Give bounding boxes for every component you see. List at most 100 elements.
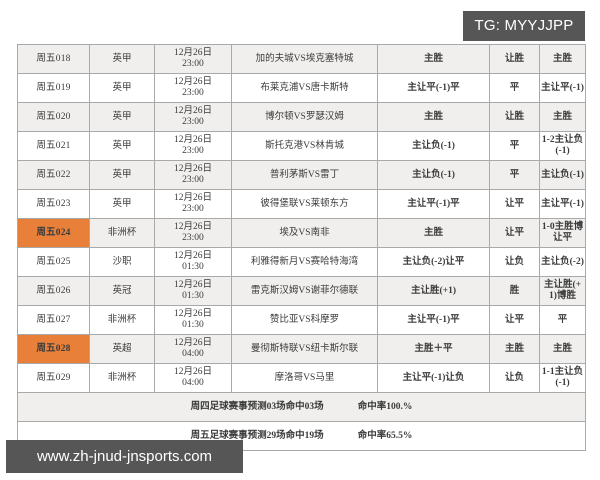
recommendation-result-cell: 1-2主让负(-1) (539, 131, 586, 161)
recommendation-result-cell: 主让负(-1) (539, 160, 586, 190)
kickoff-datetime-cell: 12月26日 23:00 (154, 189, 232, 219)
summary-cell: 周四足球赛事预测03场命中03场 命中率100.% (17, 392, 586, 422)
kickoff-time: 04:00 (182, 378, 204, 388)
kickoff-time: 23:00 (182, 175, 204, 185)
kickoff-time: 01:30 (182, 262, 204, 272)
table-row[interactable]: 周五020 英甲 12月26日 23:00 博尔顿VS罗瑟汉姆 主胜 让胜 主胜 (17, 102, 586, 132)
recommendation-primary-cell: 主让负(-1) (377, 131, 490, 161)
recommendation-result-cell: 主让平(-1) (539, 73, 586, 103)
recommendation-secondary-cell: 让平 (489, 305, 540, 335)
telegram-handle-badge: TG: MYYJJPP (463, 11, 585, 41)
recommendation-result-cell: 主让负(-2) (539, 247, 586, 277)
kickoff-time: 23:00 (182, 204, 204, 214)
match-id-cell: 周五029 (17, 363, 90, 393)
kickoff-date: 12月26日 (173, 222, 212, 232)
summary-text: 周五足球赛事预测29场命中19场 (190, 430, 324, 441)
fixture-cell: 斯托克港VS林肯城 (231, 131, 378, 161)
kickoff-datetime-cell: 12月26日 23:00 (154, 44, 232, 74)
table-row[interactable]: 周五025 沙职 12月26日 01:30 利雅得新月VS赛哈特海湾 主让负(-2)让平让… (17, 247, 586, 277)
summary-text: 周四足球赛事预测03场命中03场 (190, 401, 324, 412)
recommendation-primary-cell: 主让平(-1)让负 (377, 363, 490, 393)
recommendation-primary-cell: 主让负(-2)让平 (377, 247, 490, 277)
fixture-cell: 彼得堡联VS莱顿东方 (231, 189, 378, 219)
kickoff-date: 12月26日 (173, 135, 212, 145)
match-id-cell: 周五025 (17, 247, 90, 277)
kickoff-datetime-cell: 12月26日 23:00 (154, 102, 232, 132)
match-id-cell: 周五027 (17, 305, 90, 335)
recommendation-secondary-cell: 让胜 (489, 102, 540, 132)
league-cell: 英甲 (89, 189, 155, 219)
summary-row: 周四足球赛事预测03场命中03场 命中率100.% (17, 392, 586, 422)
table-row[interactable]: 周五023 英甲 12月26日 23:00 彼得堡联VS莱顿东方 主让平(-1)平 让平 主让… (17, 189, 586, 219)
fixture-cell: 加的夫城VS埃克塞特城 (231, 44, 378, 74)
kickoff-time: 23:00 (182, 59, 204, 69)
kickoff-datetime-cell: 12月26日 23:00 (154, 160, 232, 190)
league-cell: 英超 (89, 334, 155, 364)
fixture-cell: 埃及VS南非 (231, 218, 378, 248)
match-id-cell: 周五019 (17, 73, 90, 103)
league-cell: 英甲 (89, 131, 155, 161)
kickoff-time: 23:00 (182, 146, 204, 156)
table-row[interactable]: 周五022 英甲 12月26日 23:00 普利茅斯VS雷丁 主让负(-1) 平主让负(-1… (17, 160, 586, 190)
kickoff-datetime-cell: 12月26日 23:00 (154, 73, 232, 103)
table-row[interactable]: 周五027 非洲杯 12月26日 01:30 赞比亚VS科摩罗 主让平(-1)平 让平平 (17, 305, 586, 335)
prediction-table: 周五018 英甲 12月26日 23:00 加的夫城VS埃克塞特城 主胜 让胜 主胜 周五019… (17, 44, 586, 451)
table-row[interactable]: 周五024 非洲杯 12月26日 23:00 埃及VS南非 主胜 让平 1-0主胜博让平 (17, 218, 586, 248)
table-row[interactable]: 周五018 英甲 12月26日 23:00 加的夫城VS埃克塞特城 主胜 让胜 主胜 (17, 44, 586, 74)
kickoff-datetime-cell: 12月26日 04:00 (154, 363, 232, 393)
recommendation-primary-cell: 主胜 (377, 44, 490, 74)
kickoff-datetime-cell: 12月26日 01:30 (154, 276, 232, 306)
recommendation-secondary-cell: 平 (489, 160, 540, 190)
fixture-cell: 布莱克浦VS唐卡斯特 (231, 73, 378, 103)
kickoff-time: 04:00 (182, 349, 204, 359)
league-cell: 英冠 (89, 276, 155, 306)
recommendation-result-cell: 主胜 (539, 334, 586, 364)
kickoff-date: 12月26日 (173, 338, 212, 348)
kickoff-date: 12月26日 (173, 106, 212, 116)
kickoff-time: 23:00 (182, 233, 204, 243)
recommendation-primary-cell: 主让胜(+1) (377, 276, 490, 306)
kickoff-datetime-cell: 12月26日 01:30 (154, 305, 232, 335)
recommendation-primary-cell: 主胜＋平 (377, 334, 490, 364)
league-cell: 非洲杯 (89, 305, 155, 335)
match-id-cell: 周五020 (17, 102, 90, 132)
recommendation-result-cell: 1-1主让负(-1) (539, 363, 586, 393)
recommendation-secondary-cell: 让平 (489, 218, 540, 248)
kickoff-date: 12月26日 (173, 251, 212, 261)
prediction-table-body: 周五018 英甲 12月26日 23:00 加的夫城VS埃克塞特城 主胜 让胜 主胜 周五019… (17, 44, 586, 451)
recommendation-secondary-cell: 让平 (489, 189, 540, 219)
recommendation-result-cell: 主让平(-1) (539, 189, 586, 219)
recommendation-secondary-cell: 让负 (489, 247, 540, 277)
kickoff-date: 12月26日 (173, 280, 212, 290)
league-cell: 英甲 (89, 102, 155, 132)
recommendation-primary-cell: 主胜 (377, 218, 490, 248)
table-row[interactable]: 周五028 英超 12月26日 04:00 曼彻斯特联VS纽卡斯尔联 主胜＋平 主胜 主胜 (17, 334, 586, 364)
table-row[interactable]: 周五029 非洲杯 12月26日 04:00 摩洛哥VS马里 主让平(-1)让负 让负 1-1… (17, 363, 586, 393)
league-cell: 英甲 (89, 73, 155, 103)
fixture-cell: 雷克斯汉姆VS谢菲尔德联 (231, 276, 378, 306)
fixture-cell: 摩洛哥VS马里 (231, 363, 378, 393)
prediction-table-container: 周五018 英甲 12月26日 23:00 加的夫城VS埃克塞特城 主胜 让胜 主胜 周五019… (0, 44, 600, 451)
kickoff-datetime-cell: 12月26日 23:00 (154, 218, 232, 248)
table-row[interactable]: 周五021 英甲 12月26日 23:00 斯托克港VS林肯城 主让负(-1) 平 1-2主让… (17, 131, 586, 161)
kickoff-date: 12月26日 (173, 77, 212, 87)
site-watermark: www.zh-jnud-jnsports.com (6, 440, 243, 473)
table-row[interactable]: 周五019 英甲 12月26日 23:00 布莱克浦VS唐卡斯特 主让平(-1)平平主让平… (17, 73, 586, 103)
kickoff-time: 01:30 (182, 291, 204, 301)
recommendation-result-cell: 平 (539, 305, 586, 335)
kickoff-date: 12月26日 (173, 309, 212, 319)
league-cell: 英甲 (89, 160, 155, 190)
fixture-cell: 曼彻斯特联VS纽卡斯尔联 (231, 334, 378, 364)
match-id-cell: 周五022 (17, 160, 90, 190)
summary-hit-rate: 命中率65.5% (357, 430, 413, 441)
kickoff-date: 12月26日 (173, 48, 212, 58)
league-cell: 英甲 (89, 44, 155, 74)
recommendation-primary-cell: 主胜 (377, 102, 490, 132)
kickoff-datetime-cell: 12月26日 23:00 (154, 131, 232, 161)
table-row[interactable]: 周五026 英冠 12月26日 01:30 雷克斯汉姆VS谢菲尔德联 主让胜(+1) 胜主让… (17, 276, 586, 306)
kickoff-time: 23:00 (182, 88, 204, 98)
recommendation-secondary-cell: 让胜 (489, 44, 540, 74)
recommendation-secondary-cell: 胜 (489, 276, 540, 306)
recommendation-secondary-cell: 平 (489, 131, 540, 161)
match-id-cell: 周五028 (17, 334, 90, 364)
